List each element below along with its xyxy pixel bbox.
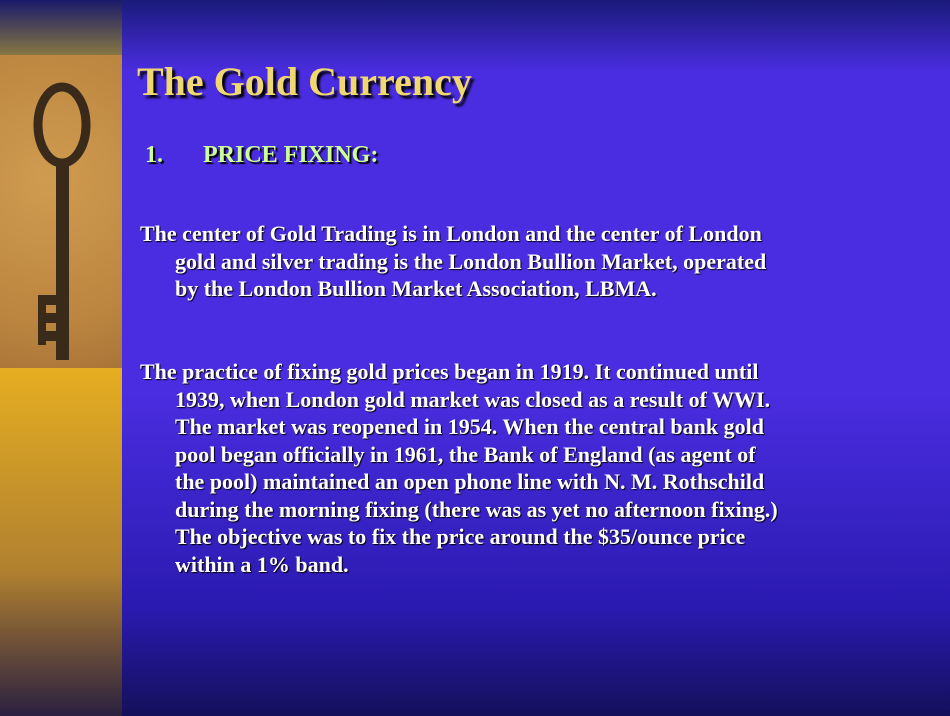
paragraph-line: pool began officially in 1961, the Bank … — [175, 441, 756, 467]
heading: 1. PRICE FIXING: — [145, 142, 378, 169]
heading-text: PRICE FIXING: — [203, 142, 379, 168]
paragraph-line: during the morning fixing (there was as … — [175, 496, 778, 522]
key-image — [0, 55, 122, 368]
paragraph-line: gold and silver trading is the London Bu… — [175, 248, 767, 274]
paragraph-line: The practice of fixing gold prices began… — [140, 359, 759, 384]
paragraph-line: within a 1% band. — [175, 551, 349, 577]
paragraph: The practice of fixing gold prices began… — [140, 358, 778, 578]
paragraph-line: The objective was to fix the price aroun… — [175, 524, 746, 549]
paragraph-line: by the London Bullion Market Association… — [175, 276, 657, 301]
paragraph: The center of Gold Trading is in London … — [140, 220, 766, 303]
paragraph-line: 1939, when London gold market was closed… — [175, 386, 771, 412]
paragraph-line: The market was reopened in 1954. When th… — [175, 414, 764, 439]
heading-number: 1. — [145, 142, 163, 168]
paragraph-line: the pool) maintained an open phone line … — [175, 469, 765, 494]
paragraph-line: The center of Gold Trading is in London … — [140, 221, 762, 246]
title: The Gold Currency — [137, 59, 472, 104]
